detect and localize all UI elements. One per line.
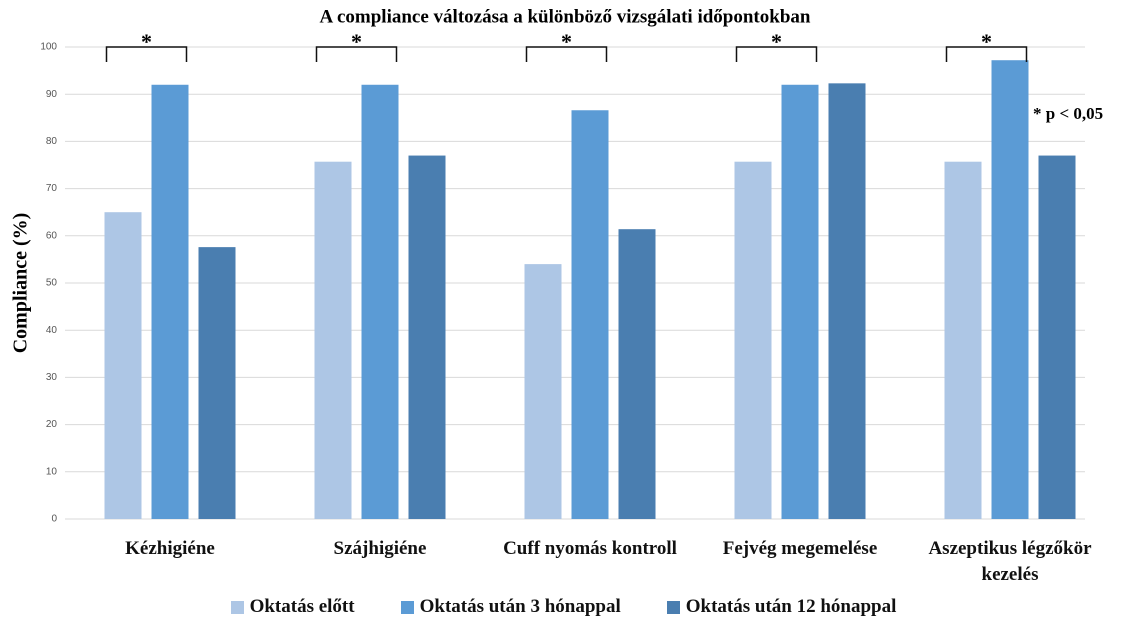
significance-bracket bbox=[525, 46, 608, 62]
y-tick-label: 40 bbox=[46, 325, 58, 336]
x-tick-label: Szájhigiéne bbox=[333, 538, 427, 559]
legend-swatch bbox=[230, 600, 244, 614]
significance-bracket bbox=[735, 46, 818, 62]
bar bbox=[104, 212, 142, 519]
y-tick-label: 70 bbox=[46, 183, 58, 194]
y-tick-label: 0 bbox=[51, 514, 57, 525]
significance-bracket bbox=[315, 46, 398, 62]
bar bbox=[944, 161, 982, 520]
bar bbox=[571, 110, 609, 520]
y-tick-label: 50 bbox=[46, 278, 58, 289]
bar bbox=[198, 247, 236, 520]
chart-title: A compliance változása a különböző vizsg… bbox=[320, 6, 811, 27]
y-tick-label: 80 bbox=[46, 136, 58, 147]
significance-mark: * bbox=[561, 29, 572, 54]
legend-label: Oktatás után 12 hónappal bbox=[685, 596, 897, 617]
bar bbox=[734, 161, 772, 520]
significance-bracket bbox=[945, 46, 1028, 62]
bar bbox=[361, 84, 399, 519]
y-tick-label: 30 bbox=[46, 372, 58, 383]
y-axis-label: Compliance (%) bbox=[10, 213, 32, 354]
x-tick-label: Kézhigiéne bbox=[125, 538, 215, 559]
bar bbox=[618, 229, 656, 519]
x-tick-label: Aszeptikus légzőkör kezelés bbox=[928, 538, 1092, 585]
legend-item: Oktatás után 12 hónappal bbox=[666, 596, 897, 618]
legend: Oktatás előtt Oktatás után 3 hónappal Okta… bbox=[0, 596, 1127, 618]
legend-item: Oktatás után 3 hónappal bbox=[400, 596, 621, 618]
bar bbox=[828, 83, 866, 520]
legend-label: Oktatás előtt bbox=[249, 596, 355, 617]
y-tick-label: 60 bbox=[46, 230, 58, 241]
y-tick-label: 10 bbox=[46, 466, 58, 477]
significance-mark: * bbox=[771, 29, 782, 54]
significance-bracket bbox=[105, 46, 188, 62]
bar bbox=[314, 161, 352, 520]
y-tick-label: 20 bbox=[46, 419, 58, 430]
bar bbox=[151, 84, 189, 519]
legend-label: Oktatás után 3 hónappal bbox=[419, 596, 621, 617]
bar bbox=[991, 60, 1029, 519]
significance-mark: * bbox=[141, 29, 152, 54]
y-tick-label: 90 bbox=[46, 89, 58, 100]
x-tick-label: Fejvég megemelése bbox=[722, 538, 878, 559]
y-tick-label: 100 bbox=[40, 42, 57, 53]
significance-mark: * bbox=[351, 29, 362, 54]
bar bbox=[408, 155, 446, 519]
legend-swatch bbox=[400, 600, 414, 614]
annotation: * p < 0,05 bbox=[1033, 104, 1103, 123]
bar bbox=[524, 264, 562, 519]
bar bbox=[1038, 155, 1076, 519]
significance-mark: * bbox=[981, 29, 992, 54]
legend-swatch bbox=[666, 600, 680, 614]
x-tick-label: Cuff nyomás kontroll bbox=[503, 538, 677, 559]
bar bbox=[781, 84, 819, 519]
legend-item: Oktatás előtt bbox=[230, 596, 355, 618]
